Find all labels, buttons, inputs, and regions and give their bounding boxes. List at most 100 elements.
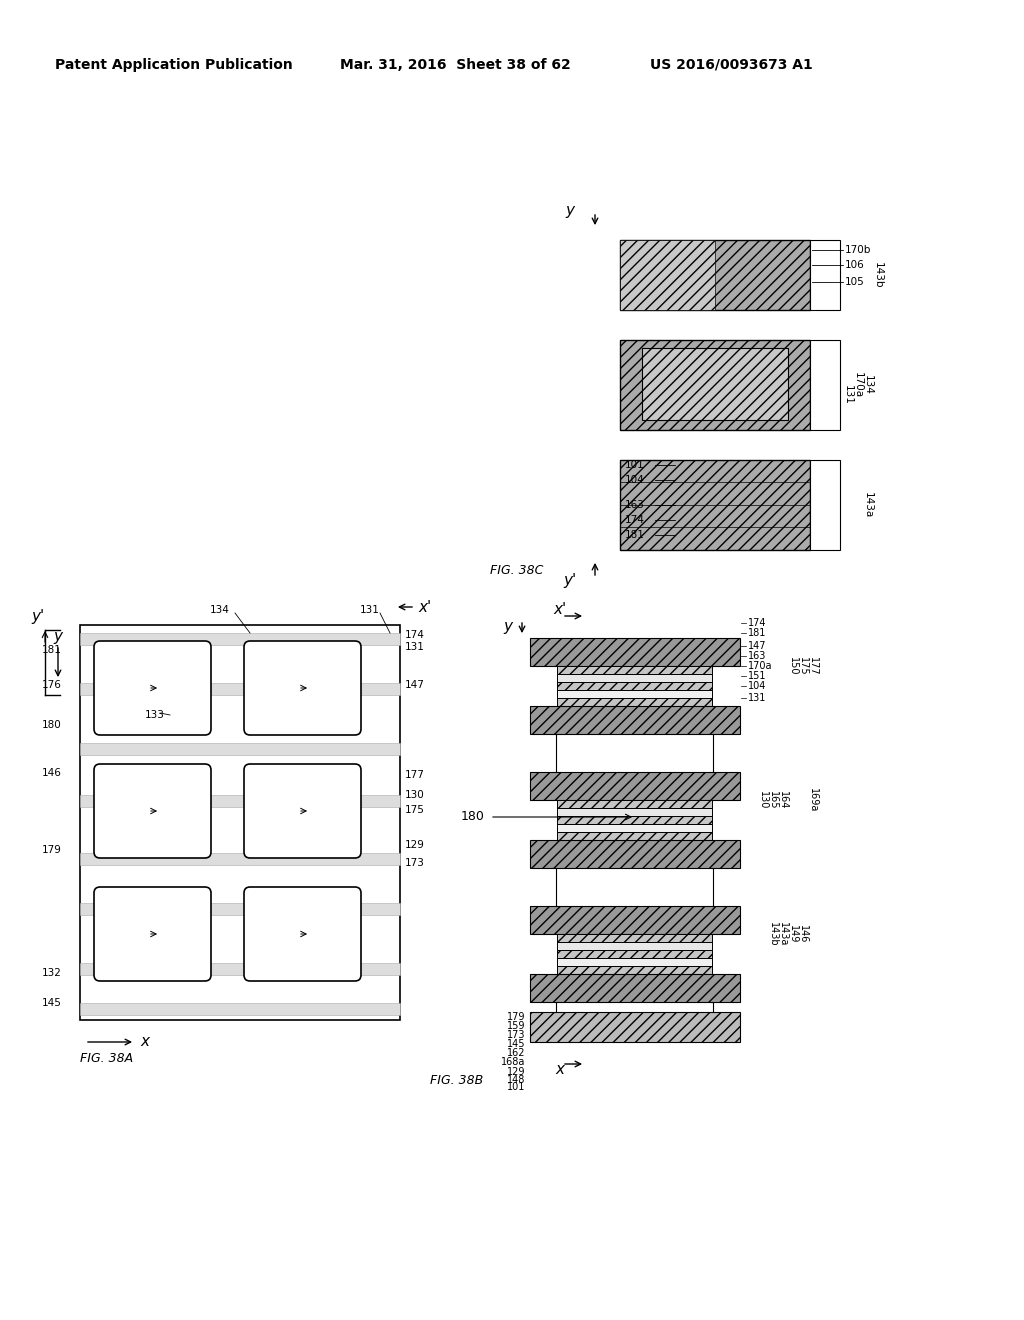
Text: 146: 146	[42, 768, 62, 777]
Text: 149: 149	[788, 925, 798, 944]
Text: 130: 130	[406, 789, 425, 800]
Bar	[530, 772, 740, 800]
Bar	[557, 675, 712, 682]
Text: 143a: 143a	[863, 492, 873, 519]
Text: 145: 145	[42, 998, 62, 1008]
Text: 150: 150	[788, 657, 798, 676]
Text: 174: 174	[625, 515, 645, 525]
Text: x: x	[140, 1035, 150, 1049]
Text: FIG. 38A: FIG. 38A	[80, 1052, 133, 1064]
Bar	[557, 942, 712, 950]
Bar	[80, 743, 400, 755]
Bar	[530, 1012, 740, 1041]
Bar	[620, 240, 715, 310]
Bar	[557, 966, 712, 974]
Text: 177: 177	[406, 770, 425, 780]
Bar	[557, 824, 712, 832]
Bar	[557, 935, 712, 942]
Text: 101: 101	[625, 459, 645, 470]
Text: 104: 104	[625, 475, 645, 484]
Text: 143b: 143b	[873, 261, 883, 288]
Bar	[810, 459, 840, 550]
Bar	[557, 690, 712, 698]
Text: 131: 131	[843, 385, 853, 405]
Text: 175: 175	[406, 805, 425, 814]
Text: 175: 175	[798, 656, 808, 676]
Bar	[80, 964, 400, 975]
Text: 146: 146	[798, 925, 808, 944]
Bar	[557, 808, 712, 816]
Text: 129: 129	[406, 840, 425, 850]
Text: 101: 101	[507, 1082, 525, 1092]
Bar	[810, 341, 840, 430]
Text: FIG. 38B: FIG. 38B	[430, 1073, 483, 1086]
Bar	[80, 795, 400, 807]
Bar	[557, 950, 712, 958]
Text: 174: 174	[748, 618, 767, 628]
Text: 145: 145	[507, 1039, 525, 1049]
Text: 131: 131	[360, 605, 380, 615]
Bar	[530, 706, 740, 734]
FancyBboxPatch shape	[94, 764, 211, 858]
Text: 147: 147	[406, 680, 425, 690]
FancyBboxPatch shape	[244, 764, 361, 858]
Text: 132: 132	[42, 968, 62, 978]
Text: Mar. 31, 2016  Sheet 38 of 62: Mar. 31, 2016 Sheet 38 of 62	[340, 58, 570, 73]
FancyBboxPatch shape	[94, 642, 211, 735]
Text: 176: 176	[42, 680, 62, 690]
Text: 179: 179	[42, 845, 62, 855]
Text: 159: 159	[507, 1020, 525, 1031]
Bar	[530, 638, 740, 667]
Text: 151: 151	[748, 671, 767, 681]
Text: 104: 104	[748, 681, 766, 690]
Bar	[80, 682, 400, 696]
Bar	[557, 698, 712, 706]
Bar	[620, 240, 810, 310]
Text: x: x	[555, 1063, 564, 1077]
Bar	[80, 634, 400, 645]
Text: y: y	[565, 202, 574, 218]
Text: 143b: 143b	[768, 921, 778, 946]
Bar	[620, 459, 810, 550]
Text: 163: 163	[748, 651, 766, 661]
Bar	[80, 1003, 400, 1015]
Text: 169a: 169a	[808, 788, 818, 812]
Text: y': y'	[563, 573, 577, 587]
Text: 173: 173	[406, 858, 425, 869]
FancyBboxPatch shape	[94, 887, 211, 981]
Text: 134: 134	[210, 605, 230, 615]
Text: x': x'	[553, 602, 566, 618]
Text: 148: 148	[507, 1074, 525, 1085]
Text: y': y'	[32, 610, 45, 624]
Bar	[810, 240, 840, 310]
Text: 170b: 170b	[845, 246, 871, 255]
Text: 131: 131	[748, 693, 766, 704]
Text: 133: 133	[145, 710, 165, 719]
Bar	[557, 800, 712, 808]
Text: 163: 163	[625, 500, 645, 510]
Bar	[530, 906, 740, 935]
Bar	[80, 903, 400, 915]
Text: 180: 180	[461, 810, 485, 824]
Bar	[557, 682, 712, 690]
Text: FIG. 38C: FIG. 38C	[490, 564, 544, 577]
Bar	[530, 840, 740, 869]
Bar	[620, 341, 810, 430]
Text: 173: 173	[507, 1030, 525, 1040]
Bar	[557, 667, 712, 675]
Text: 134: 134	[863, 375, 873, 395]
Text: 147: 147	[748, 642, 767, 651]
Text: 168a: 168a	[501, 1057, 525, 1067]
Bar	[557, 958, 712, 966]
Bar	[80, 624, 400, 1020]
Text: 165: 165	[768, 791, 778, 809]
Bar	[557, 832, 712, 840]
Text: 181: 181	[625, 531, 645, 540]
Text: 170a: 170a	[748, 661, 772, 671]
Text: 177: 177	[808, 656, 818, 676]
Text: 162: 162	[507, 1048, 525, 1059]
Text: 164: 164	[778, 791, 788, 809]
FancyBboxPatch shape	[244, 887, 361, 981]
Text: 179: 179	[507, 1012, 525, 1022]
Text: 180: 180	[42, 719, 62, 730]
